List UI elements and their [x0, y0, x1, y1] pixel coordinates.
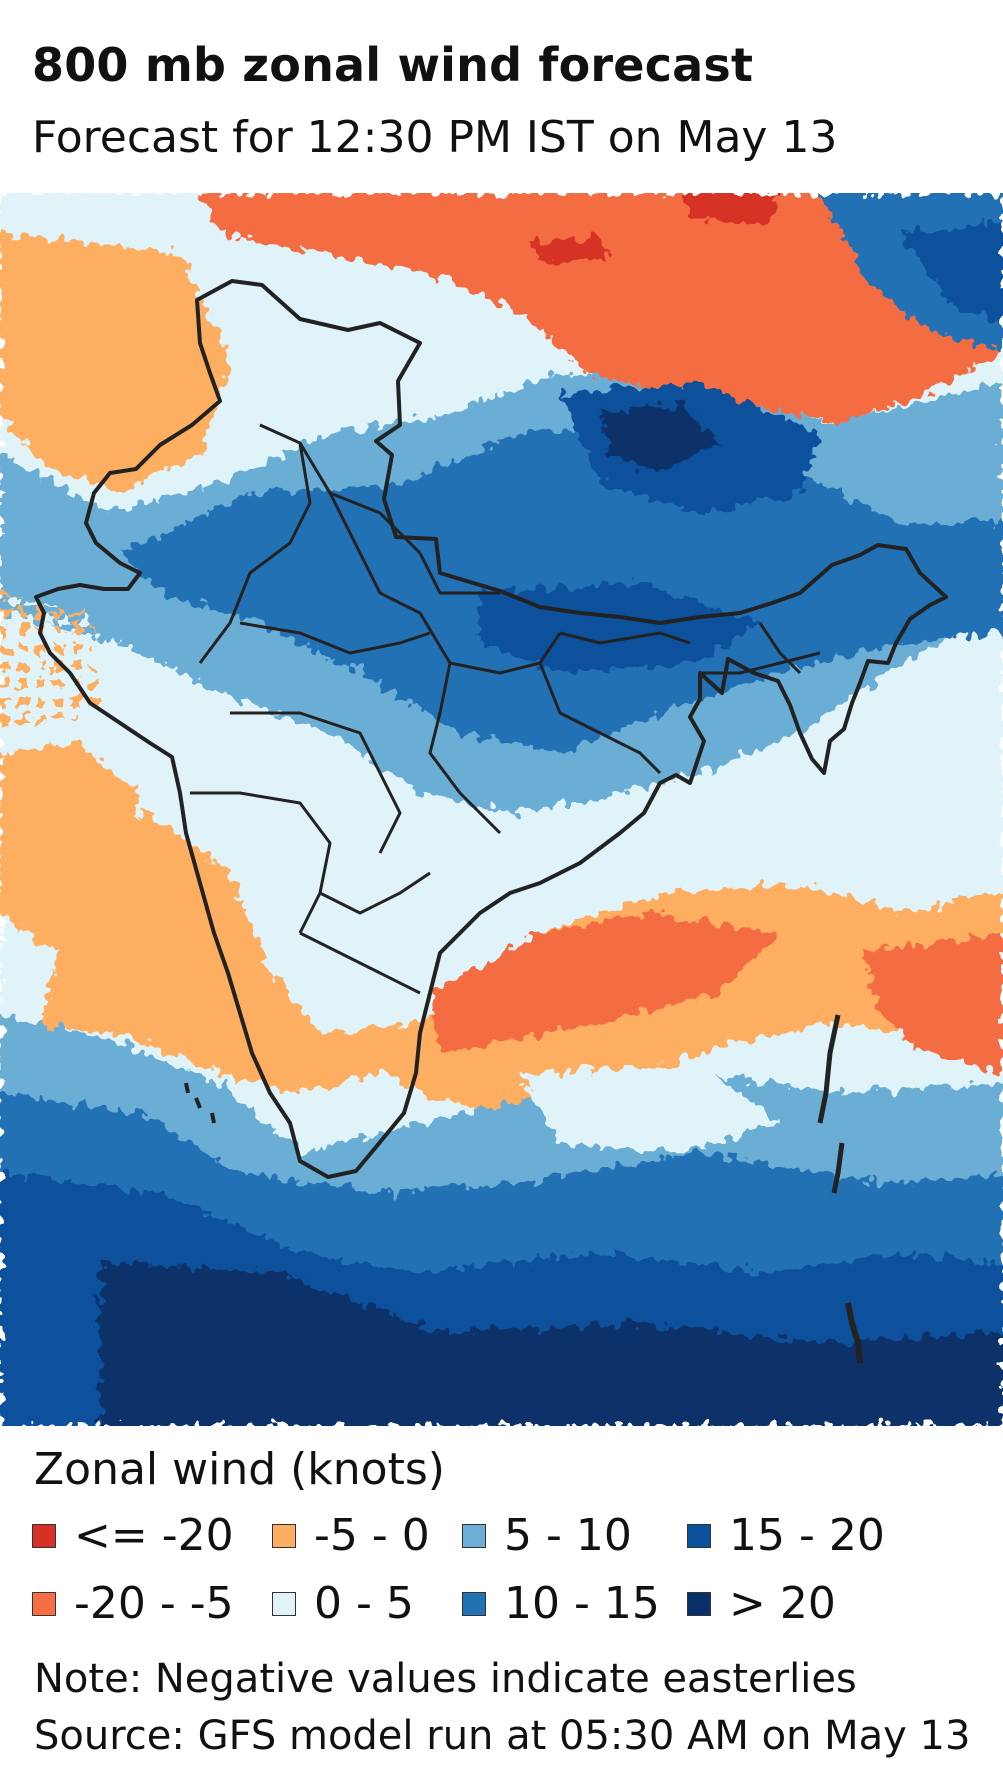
legend-title: Zonal wind (knots)	[34, 1444, 445, 1495]
legend-label: 10 - 15	[504, 1578, 660, 1629]
data-source: Source: GFS model run at 05:30 AM on May…	[34, 1713, 971, 1759]
legend-label: <= -20	[74, 1510, 234, 1561]
northwest-light-easterly	[0, 233, 230, 493]
legend-swatch	[272, 1592, 296, 1616]
map-title: 800 mb zonal wind forecast	[32, 38, 754, 92]
andaman-islands	[817, 1014, 845, 1194]
mid-light-band	[0, 913, 60, 1023]
bay-strong-easterly	[430, 913, 780, 1053]
south-westerly-core	[100, 1263, 1003, 1426]
legend-item-15-to-20: 15 - 20	[687, 1510, 885, 1562]
northeast-core	[900, 223, 1003, 323]
east-strong-easterly	[860, 933, 1003, 1073]
legend-swatch	[462, 1592, 486, 1616]
far-north-red	[680, 193, 780, 223]
legend-label: > 20	[729, 1578, 836, 1629]
legend-item-le-minus-20: <= -20	[32, 1510, 234, 1562]
red-streak	[530, 238, 610, 263]
legend-label: 15 - 20	[729, 1510, 885, 1561]
legend-swatch	[32, 1592, 56, 1616]
legend-swatch	[32, 1524, 56, 1548]
legend-label: 0 - 5	[314, 1578, 414, 1629]
legend-item-gt-20: > 20	[687, 1578, 836, 1630]
legend-label: 5 - 10	[504, 1510, 632, 1561]
legend-note: Note: Negative values indicate easterlie…	[34, 1656, 857, 1702]
legend-swatch	[687, 1524, 711, 1548]
legend-swatch	[687, 1592, 711, 1616]
legend-label: -20 - -5	[74, 1578, 234, 1629]
tibetan-core-dark	[600, 403, 720, 473]
lakshadweep-islands	[184, 1082, 216, 1124]
legend: <= -20 -20 - -5 -5 - 0 0 - 5 5 - 10 10 -…	[32, 1510, 972, 1660]
legend-item-10-to-15: 10 - 15	[462, 1578, 660, 1630]
map-subtitle: Forecast for 12:30 PM IST on May 13	[32, 112, 838, 163]
legend-item-5-to-10: 5 - 10	[462, 1510, 632, 1562]
north-easterly-band	[200, 193, 1003, 423]
india-boundary	[34, 279, 948, 1364]
legend-swatch	[462, 1524, 486, 1548]
nicobar-islands	[845, 1302, 863, 1364]
legend-label: -5 - 0	[314, 1510, 430, 1561]
western-speckle	[0, 593, 100, 733]
legend-item-minus-20-to-minus-5: -20 - -5	[32, 1578, 234, 1630]
wind-field-regions	[0, 193, 1003, 1426]
south-light-patch	[520, 1063, 780, 1153]
legend-item-0-to-5: 0 - 5	[272, 1578, 414, 1630]
legend-item-minus-5-to-0: -5 - 0	[272, 1510, 430, 1562]
wind-field-map	[0, 193, 1003, 1426]
india-outline	[34, 279, 948, 1179]
state-lines	[190, 423, 821, 995]
legend-swatch	[272, 1524, 296, 1548]
